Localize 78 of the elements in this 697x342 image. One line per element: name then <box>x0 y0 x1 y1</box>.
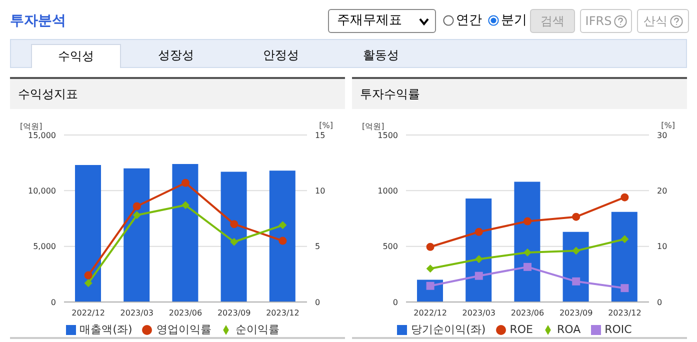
legend-label: ROE <box>510 323 533 336</box>
legend-label: 매출액(좌) <box>80 323 132 336</box>
text: 연간 <box>456 12 482 29</box>
legend-label: ROA <box>556 323 581 336</box>
text: 수익성 <box>31 44 121 68</box>
y2-axis-title: [%] <box>661 121 675 130</box>
chart-title: 수익성지표 <box>10 79 345 109</box>
y2-tick-label: 30 <box>657 130 668 140</box>
text: IFRS <box>580 9 632 33</box>
x-tick-label: 2022/12 <box>72 308 105 318</box>
point <box>572 212 580 221</box>
bar <box>611 212 638 302</box>
point <box>572 277 580 286</box>
point <box>182 178 190 187</box>
text: 분기 <box>501 12 527 29</box>
y-tick-label: 5,000 <box>33 242 56 252</box>
x-tick-label: 2023/06 <box>510 308 544 318</box>
point <box>278 236 287 245</box>
x-tick-label: 2023/06 <box>168 308 202 318</box>
y2-tick-label: 0 <box>315 298 320 307</box>
point <box>620 193 629 202</box>
y2-tick-label: 10 <box>315 186 326 196</box>
bar <box>562 232 589 302</box>
chart-title: 투자수익률 <box>352 79 687 109</box>
text: 안정성 <box>262 47 300 64</box>
point <box>426 242 434 251</box>
text: 주재무제표 <box>328 9 436 33</box>
x-tick-label: 2023/09 <box>217 308 251 318</box>
point <box>84 271 92 280</box>
y2-tick-label: 20 <box>657 186 668 196</box>
x-tick-label: 2023/03 <box>120 308 154 318</box>
point <box>524 248 532 256</box>
point <box>132 202 141 210</box>
y-tick-label: 0 <box>392 298 398 307</box>
legend-label: 당기순이익(좌) <box>411 323 486 336</box>
y2-tick-label: 0 <box>657 298 662 307</box>
legend-label: ROIC <box>604 323 632 336</box>
point <box>132 211 141 220</box>
point <box>524 217 532 226</box>
x-tick-label: 2022/12 <box>414 308 447 318</box>
y-tick-label: 10,000 <box>28 186 56 196</box>
point <box>474 228 483 236</box>
point <box>474 255 483 264</box>
y2-tick-label: 10 <box>657 242 668 252</box>
y2-tick-label: 5 <box>315 242 320 252</box>
text: 검색 <box>530 9 575 33</box>
bar <box>514 182 540 302</box>
y-tick-label: 500 <box>382 242 398 252</box>
legend-label: 영업이익률 <box>156 323 212 336</box>
point <box>84 279 92 288</box>
text: 활동성 <box>362 47 400 64</box>
y-axis-title: [억원] <box>362 121 384 132</box>
legend-label: 순이익률 <box>235 323 280 336</box>
y-tick-label: 0 <box>50 298 56 307</box>
point <box>230 238 238 246</box>
x-tick-label: 2023/03 <box>462 308 496 318</box>
y-axis-title: [억원] <box>20 121 42 132</box>
point <box>572 246 580 255</box>
y-tick-label: 1500 <box>378 130 398 140</box>
point <box>426 264 434 273</box>
point <box>182 201 190 210</box>
x-tick-label: 2023/12 <box>608 308 642 318</box>
point <box>426 282 434 290</box>
y-tick-label: 15,000 <box>28 130 56 140</box>
x-tick-label: 2023/12 <box>266 308 300 318</box>
text: 산식 <box>637 9 689 33</box>
point <box>524 262 532 271</box>
y2-tick-label: 15 <box>315 130 326 140</box>
text: 성장성 <box>157 47 195 64</box>
point <box>230 220 238 228</box>
point <box>620 235 629 244</box>
x-tick-label: 2023/09 <box>559 308 593 318</box>
text: 투자분석 <box>10 12 66 30</box>
y2-axis-title: [%] <box>319 121 333 130</box>
y-tick-label: 1000 <box>378 186 398 196</box>
point <box>620 284 629 292</box>
point <box>474 272 483 280</box>
point <box>278 221 287 230</box>
